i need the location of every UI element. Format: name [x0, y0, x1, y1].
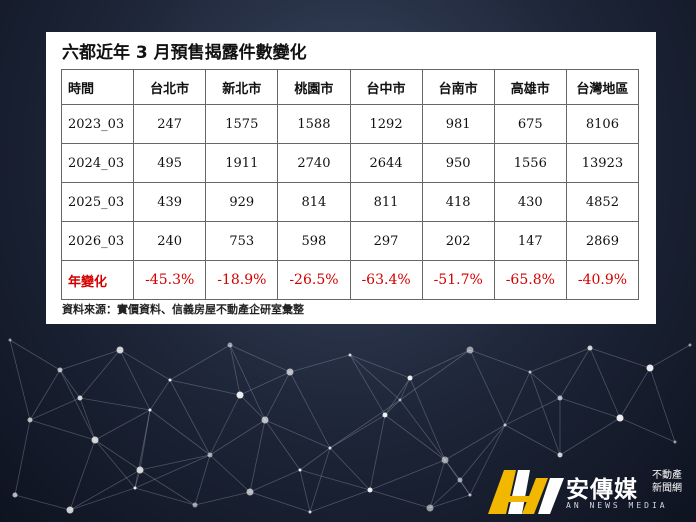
table-row: 2023_03 247 1575 1588 1292 981 675 8106 — [60, 104, 640, 144]
table-cell: 202 — [421, 221, 495, 261]
table-cell: 247 — [133, 104, 207, 144]
yoy-cell: -18.9% — [205, 260, 279, 300]
table-cell: 950 — [421, 143, 495, 183]
table-cell: 439 — [133, 182, 207, 222]
header-cell: 新北市 — [205, 69, 279, 105]
yoy-cell: -63.4% — [349, 260, 423, 300]
header-cell: 台南市 — [421, 69, 495, 105]
header-cell: 台北市 — [133, 69, 207, 105]
brand-english: AN NEWS MEDIA — [566, 501, 668, 510]
table-cell: 1911 — [205, 143, 279, 183]
table-cell: 981 — [421, 104, 495, 144]
yoy-cell: -26.5% — [277, 260, 351, 300]
period-cell: 2025_03 — [60, 182, 135, 222]
yoy-change-row: 年變化 -45.3% -18.9% -26.5% -63.4% -51.7% -… — [60, 260, 640, 300]
source-note: 資料來源：實價資料、信義房屋不動產企研室彙整 — [62, 303, 304, 316]
table-cell: 297 — [349, 221, 423, 261]
table-cell: 2644 — [349, 143, 423, 183]
header-cell: 時間 — [60, 69, 135, 105]
table-header-row: 時間 台北市 新北市 桃園市 台中市 台南市 高雄市 台灣地區 — [60, 69, 640, 105]
table-cell: 598 — [277, 221, 351, 261]
table-cell: 929 — [205, 182, 279, 222]
brand-tagline-line: 不動產 — [652, 470, 682, 481]
table-cell: 418 — [421, 182, 495, 222]
table-cell: 8106 — [565, 104, 640, 144]
table-cell: 675 — [493, 104, 567, 144]
table-cell: 1588 — [277, 104, 351, 144]
table-cell: 1556 — [493, 143, 567, 183]
yoy-cell: -45.3% — [133, 260, 207, 300]
table-row: 2024_03 495 1911 2740 2644 950 1556 1392… — [60, 143, 640, 183]
data-card: 六都近年 3 月預售揭露件數變化 時間 台北市 新北市 桃園市 台中市 台南市 … — [46, 32, 656, 324]
table-cell: 13923 — [565, 143, 640, 183]
table-cell: 811 — [349, 182, 423, 222]
brand-name: 安傳媒 — [566, 477, 638, 503]
yoy-cell: -40.9% — [565, 260, 640, 300]
table-cell: 495 — [133, 143, 207, 183]
brand-tagline: 不動產 新聞網 — [647, 469, 687, 495]
table-cell: 147 — [493, 221, 567, 261]
header-cell: 高雄市 — [493, 69, 567, 105]
brand-logo: 安傳媒 不動產 新聞網 AN NEWS MEDIA — [486, 466, 691, 518]
table-row: 2025_03 439 929 814 811 418 430 4852 — [60, 182, 640, 222]
logo-mark-icon — [488, 470, 564, 514]
header-cell: 桃園市 — [277, 69, 351, 105]
table-cell: 814 — [277, 182, 351, 222]
table-cell: 2740 — [277, 143, 351, 183]
yoy-cell: -51.7% — [421, 260, 495, 300]
header-cell: 台灣地區 — [565, 69, 640, 105]
header-cell: 台中市 — [349, 69, 423, 105]
card-title: 六都近年 3 月預售揭露件數變化 — [62, 43, 307, 63]
yoy-cell: -65.8% — [493, 260, 567, 300]
period-cell: 2026_03 — [60, 221, 135, 261]
presale-table: 時間 台北市 新北市 桃園市 台中市 台南市 高雄市 台灣地區 2023_03 … — [60, 69, 640, 300]
period-cell: 2024_03 — [60, 143, 135, 183]
table-cell: 430 — [493, 182, 567, 222]
table-cell: 4852 — [565, 182, 640, 222]
period-cell: 2023_03 — [60, 104, 135, 144]
table-cell: 753 — [205, 221, 279, 261]
table-cell: 240 — [133, 221, 207, 261]
brand-tagline-line: 新聞網 — [652, 483, 682, 494]
table-cell: 1575 — [205, 104, 279, 144]
table-cell: 2869 — [565, 221, 640, 261]
yoy-label-cell: 年變化 — [60, 260, 135, 300]
table-row: 2026_03 240 753 598 297 202 147 2869 — [60, 221, 640, 261]
table-cell: 1292 — [349, 104, 423, 144]
